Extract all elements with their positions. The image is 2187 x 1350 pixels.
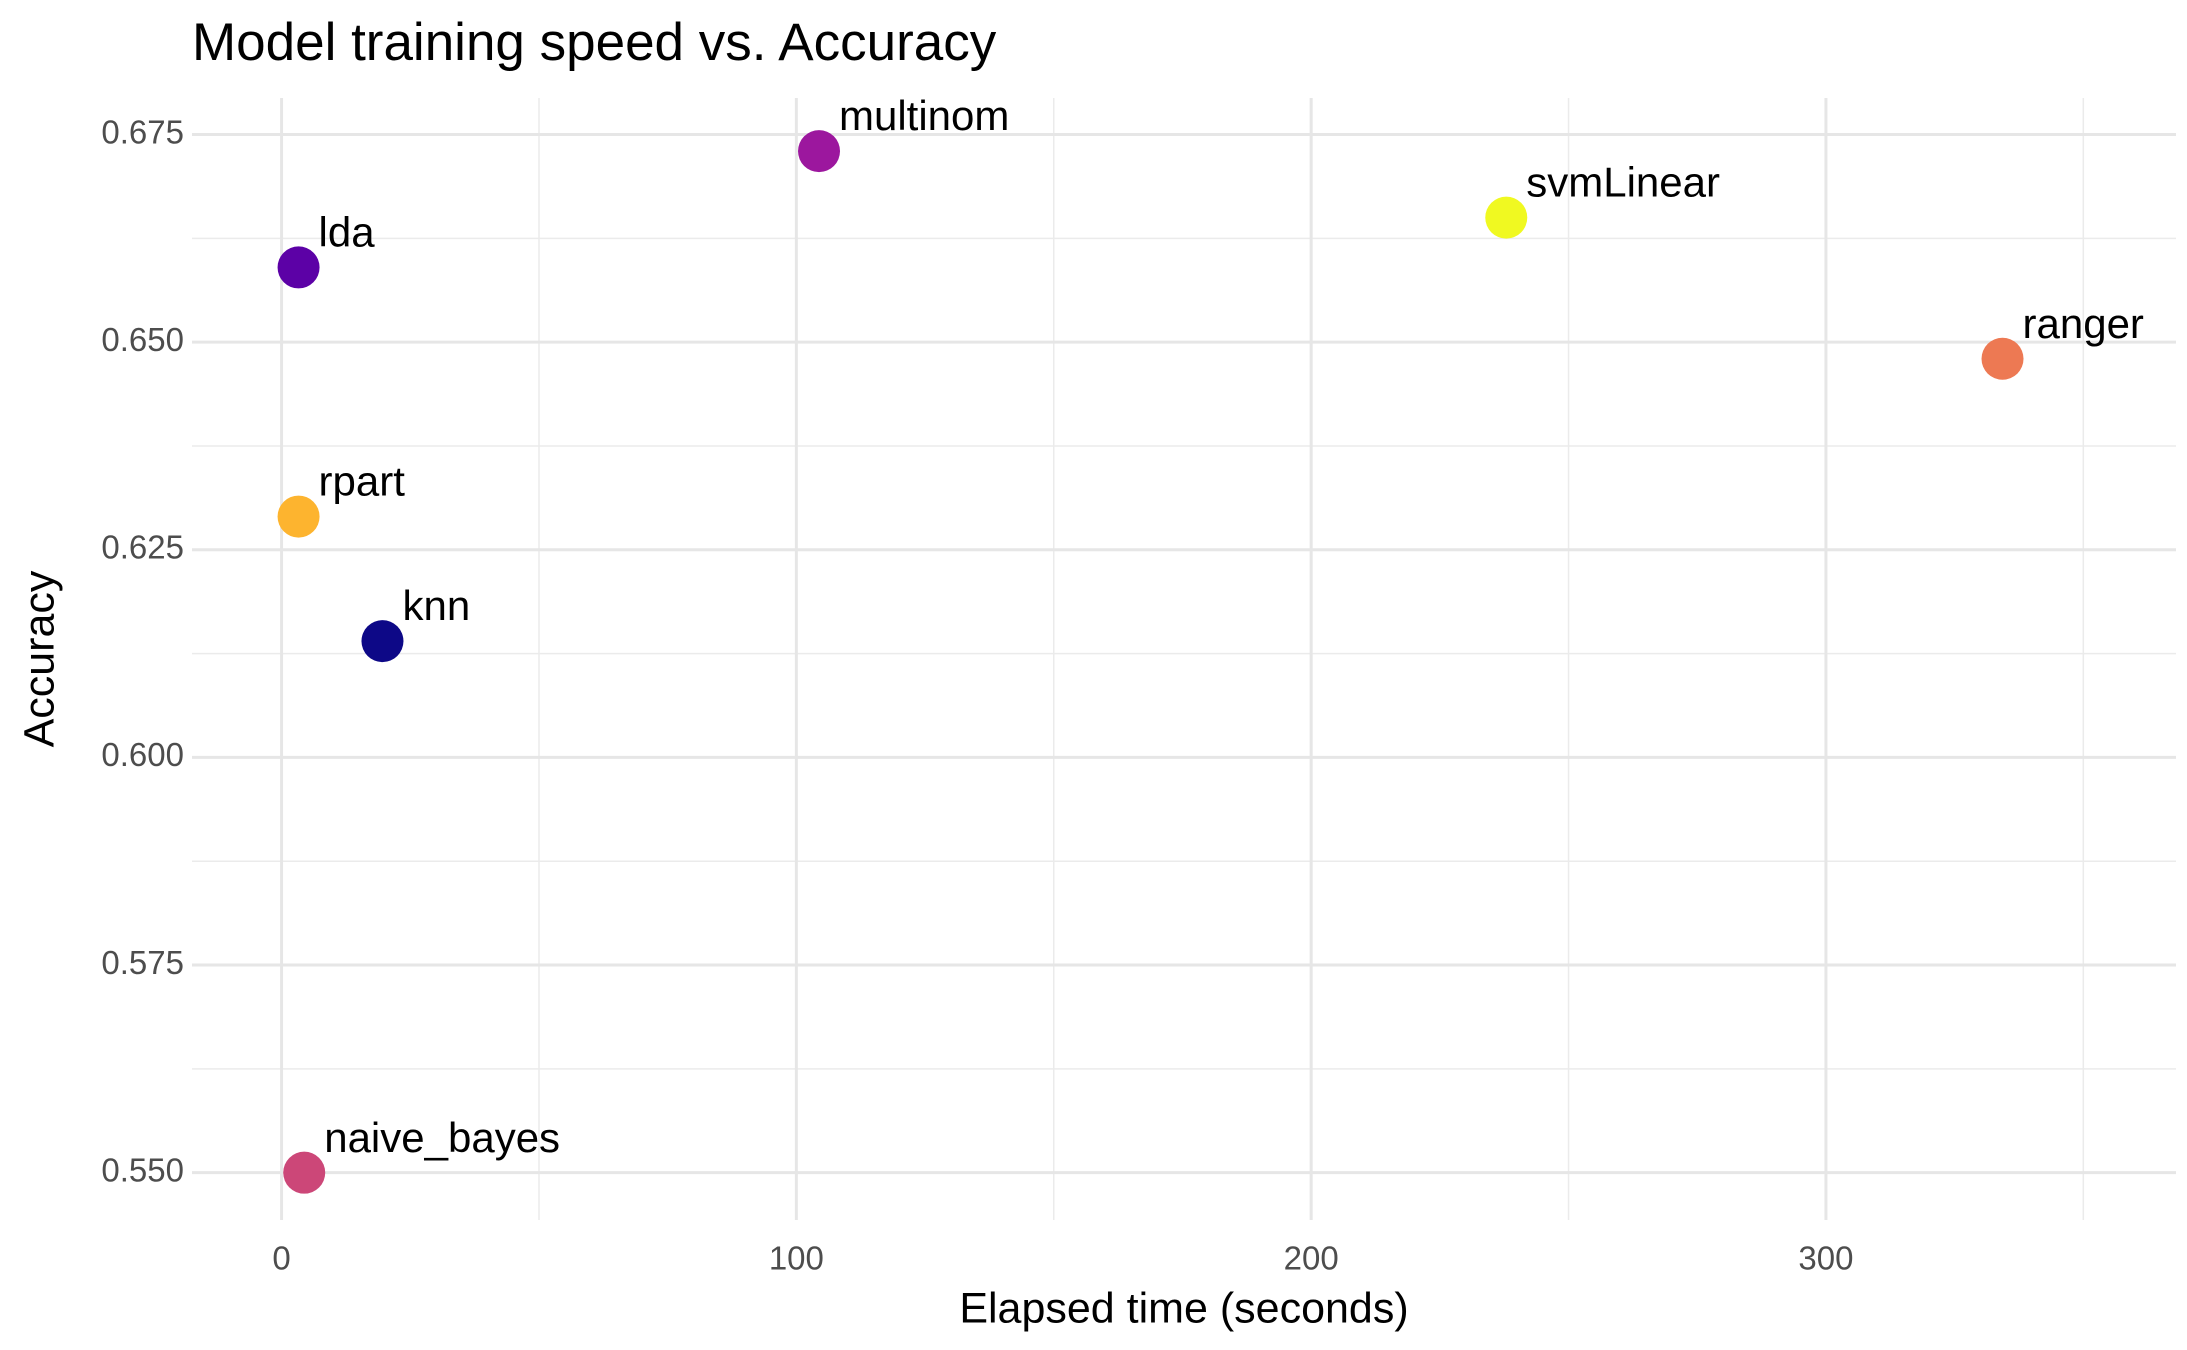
point	[1485, 196, 1528, 239]
x-tick-label: 200	[1284, 1240, 1339, 1277]
y-tick-label: 0.625	[101, 529, 184, 566]
point-label: rpart	[319, 458, 406, 505]
point-label: lda	[319, 209, 376, 256]
point-label: naive_bayes	[324, 1114, 560, 1161]
point-label: svmLinear	[1526, 159, 1720, 206]
point	[277, 495, 320, 538]
y-tick-label: 0.550	[101, 1151, 184, 1188]
point-label: ranger	[2023, 300, 2144, 347]
point	[798, 130, 841, 173]
y-tick-label: 0.675	[101, 113, 184, 150]
point	[283, 1151, 326, 1194]
x-tick-label: 0	[272, 1240, 290, 1277]
x-axis-title: Elapsed time (seconds)	[959, 1284, 1408, 1332]
y-tick-label: 0.575	[101, 944, 184, 981]
point	[361, 620, 404, 663]
point	[1981, 337, 2024, 380]
y-axis-title: Accuracy	[15, 570, 63, 747]
point	[277, 246, 320, 289]
y-tick-label: 0.600	[101, 736, 184, 773]
x-tick-label: 300	[1798, 1240, 1853, 1277]
y-tick-label: 0.650	[101, 321, 184, 358]
point-label: multinom	[839, 92, 1009, 139]
x-tick-label: 100	[769, 1240, 824, 1277]
chart-title: Model training speed vs. Accuracy	[192, 13, 997, 72]
point-label: knn	[402, 582, 470, 629]
